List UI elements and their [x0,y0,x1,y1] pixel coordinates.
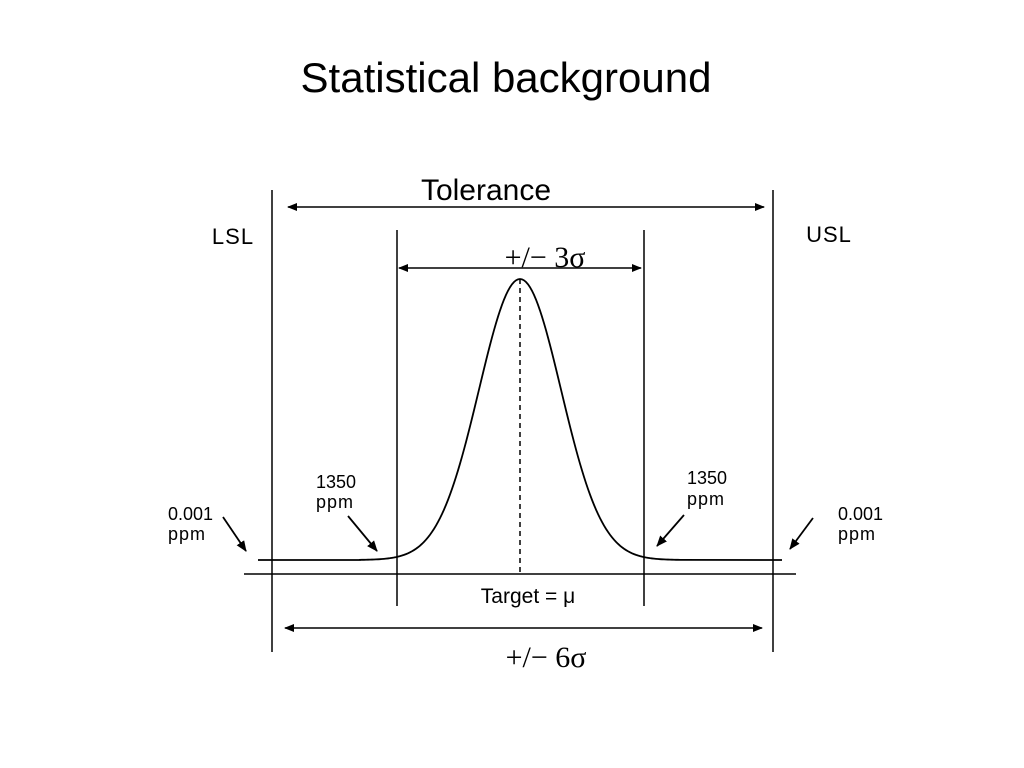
usl-label: USL [806,222,852,247]
inner-left-pointer-arrow [347,515,378,552]
inner-left-ppm-unit: ppm [316,492,354,512]
outer-left-ppm-unit: ppm [168,524,206,544]
outer-right-ppm-value: 0.001 [838,504,883,524]
six-sigma-label: +/− 6σ [506,641,587,674]
outer-left-ppm-value: 0.001 [168,504,213,524]
inner-right-pointer-arrow [656,514,685,547]
lsl-label: LSL [212,224,254,249]
tolerance-label: Tolerance [421,174,551,207]
normal-distribution-curve [258,278,783,561]
slide-title: Statistical background [301,54,712,101]
outer-right-pointer-arrow [789,517,814,550]
outer-left-pointer-arrow [222,516,247,552]
three-sigma-label: +/− 3σ [505,241,586,274]
inner-left-ppm-value: 1350 [316,472,356,492]
inner-right-ppm-unit: ppm [687,489,725,509]
target-label: Target = μ [481,585,575,608]
outer-right-ppm-unit: ppm [838,524,876,544]
inner-right-ppm-value: 1350 [687,468,727,488]
